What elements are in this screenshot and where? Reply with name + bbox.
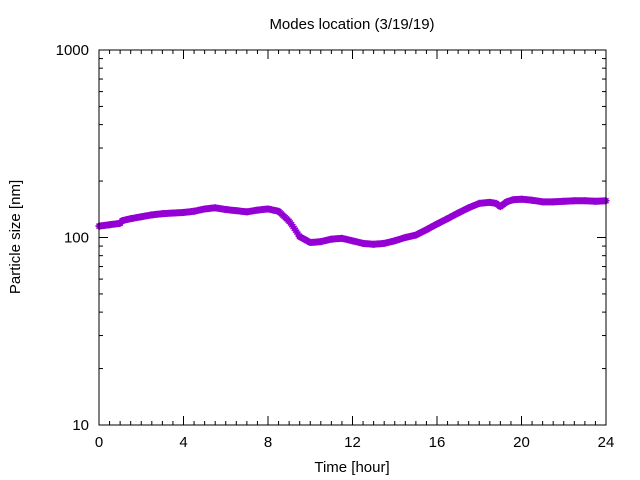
x-tick-label: 0 [95,434,103,451]
x-tick-label: 20 [513,434,530,451]
plot-frame [98,49,607,426]
x-tick-label: 16 [429,434,446,451]
x-tick-label: 12 [344,434,361,451]
tick-labels: 0 4 8 12 16 20 24 10 100 1000 [56,42,615,451]
y-tick-label: 1000 [56,42,89,59]
data-series [95,195,610,248]
y-axis-label: Particle size [nm] [7,180,24,294]
x-tick-label: 4 [179,434,187,451]
x-tick-label: 8 [264,434,272,451]
x-tick-label: 24 [598,434,615,451]
x-axis-label: Time [hour] [314,459,389,476]
chart-title: Modes location (3/19/19) [269,16,434,33]
y-tick-label: 100 [64,230,89,247]
y-tick-label: 10 [72,417,89,434]
